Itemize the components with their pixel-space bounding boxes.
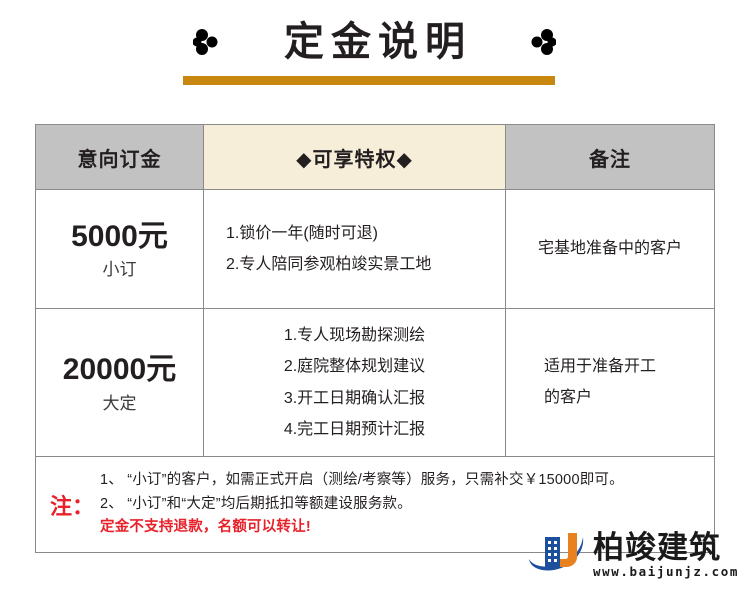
remark-line: 的客户 — [544, 388, 593, 406]
amount-label: 大定 — [102, 393, 137, 413]
privilege-cell: 1.专人现场勘探测绘 2.庭院整体规划建议 3.开工日期确认汇报 4.完工日期预… — [203, 308, 506, 457]
note-line: 2、 “小订”和“大定”均后期抵扣等额建设服务款。 — [100, 495, 412, 512]
clover-ornament-icon — [193, 29, 218, 55]
amount-cell: 5000元 小订 — [35, 189, 204, 309]
title-row: 定金说明 — [0, 12, 749, 72]
note-line: 1、 “小订”的客户，如需正式开启（测绘/考察等）服务，只需补交￥15000即可… — [100, 472, 624, 489]
remark-line: 适用于准备开工 — [544, 358, 657, 376]
notes-row: 注： 1、 “小订”的客户，如需正式开启（测绘/考察等）服务，只需补交￥1500… — [35, 456, 715, 553]
remark-line: 宅基地准备中的客户 — [537, 239, 682, 257]
list-item: 3.开工日期确认汇报 — [283, 389, 426, 407]
page-header: 定金说明 — [0, 0, 749, 112]
brand-name: 柏竣建筑 — [593, 529, 721, 565]
deposit-table: 意向订金 ◆可享特权◆ 备注 5000元 小订 1.锁价一年(随时可退) 2.专… — [35, 124, 715, 553]
notes-cell: 注： 1、 “小订”的客户，如需正式开启（测绘/考察等）服务，只需补交￥1500… — [35, 456, 715, 553]
list-item: 2.庭院整体规划建议 — [283, 358, 426, 376]
brand-logo: 柏竣建筑 www.baijunjz.com — [527, 524, 743, 586]
remark-cell: 适用于准备开工 的客户 — [505, 308, 715, 457]
column-header-remark: 备注 — [505, 124, 715, 190]
notes-lines: 1、 “小订”的客户，如需正式开启（测绘/考察等）服务，只需补交￥15000即可… — [100, 469, 706, 539]
table-row: 20000元 大定 1.专人现场勘探测绘 2.庭院整体规划建议 3.开工日期确认… — [35, 308, 715, 457]
column-header-amount: 意向订金 — [35, 124, 204, 190]
clover-ornament-icon — [531, 29, 556, 55]
notes-label: 注： — [50, 493, 95, 519]
amount-label: 小订 — [102, 260, 137, 280]
amount-cell: 20000元 大定 — [35, 308, 204, 457]
table-header-row: 意向订金 ◆可享特权◆ 备注 — [35, 124, 715, 190]
amount-value: 20000元 — [62, 353, 177, 387]
list-item: 4.完工日期预计汇报 — [283, 420, 426, 438]
page-title: 定金说明 — [284, 20, 472, 64]
privilege-list: 1.锁价一年(随时可退) 2.专人陪同参观柏竣实景工地 — [204, 218, 505, 280]
building-logo-icon — [529, 533, 584, 571]
title-underline — [183, 76, 555, 85]
privilege-list: 1.专人现场勘探测绘 2.庭院整体规划建议 3.开工日期确认汇报 4.完工日期预… — [204, 320, 505, 445]
remark-cell: 宅基地准备中的客户 — [505, 189, 715, 309]
note-warning: 定金不支持退款，名额可以转让! — [100, 519, 311, 536]
list-item: 1.锁价一年(随时可退) — [226, 224, 379, 242]
column-header-privilege: ◆可享特权◆ — [203, 124, 506, 190]
amount-value: 5000元 — [71, 219, 168, 253]
list-item: 1.专人现场勘探测绘 — [283, 327, 426, 345]
privilege-cell: 1.锁价一年(随时可退) 2.专人陪同参观柏竣实景工地 — [203, 189, 506, 309]
table-row: 5000元 小订 1.锁价一年(随时可退) 2.专人陪同参观柏竣实景工地 宅基地… — [35, 189, 715, 309]
list-item: 2.专人陪同参观柏竣实景工地 — [226, 256, 432, 273]
brand-url: www.baijunjz.com — [593, 564, 740, 580]
